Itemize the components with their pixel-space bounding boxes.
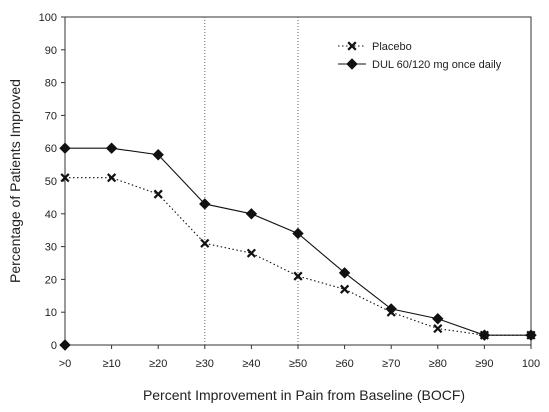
y-tick-label: 80 — [45, 78, 57, 90]
x-marker-stroke — [246, 248, 256, 258]
y-tick-label: 20 — [45, 274, 57, 286]
x-tick-label: ≥30 — [196, 358, 214, 370]
legend-label: Placebo — [372, 41, 412, 53]
series-layer — [59, 142, 537, 351]
y-tick-label: 30 — [45, 242, 57, 254]
data-point — [478, 329, 491, 341]
data-point — [246, 248, 256, 258]
data-point — [340, 284, 350, 294]
y-tick-label: 10 — [45, 307, 57, 319]
data-point — [245, 208, 258, 220]
legend-item-1: DUL 60/120 mg once daily — [338, 58, 502, 71]
reference-lines — [204, 17, 299, 345]
data-point — [433, 324, 443, 334]
x-axis-ticks: >0 ≥10 ≥20 ≥30 ≥40 ≥50 ≥60 ≥70 ≥80 ≥90 100 — [59, 345, 540, 370]
y-tick-label: 40 — [45, 209, 57, 221]
y-tick-label: 50 — [45, 176, 57, 188]
legend-marker — [346, 58, 358, 70]
data-point — [199, 198, 211, 210]
y-tick-label: 70 — [45, 110, 57, 122]
x-tick-label: ≥70 — [382, 358, 400, 370]
x-tick-label: >0 — [59, 358, 72, 370]
data-point — [153, 189, 163, 199]
extra-data-point — [59, 339, 71, 351]
legend-item-0: Placebo — [338, 41, 412, 53]
x-tick-label: ≥80 — [429, 358, 447, 370]
legend: Placebo DUL 60/120 mg once daily — [338, 41, 502, 71]
y-tick-label: 100 — [39, 12, 57, 24]
data-point — [385, 303, 397, 315]
data-point — [59, 142, 71, 154]
y-axis-ticks: 0 10 20 30 40 50 60 70 80 90 100 — [39, 12, 65, 352]
data-point — [152, 149, 164, 161]
data-point — [105, 142, 118, 154]
data-point — [293, 271, 303, 281]
x-tick-label: ≥90 — [475, 358, 493, 370]
data-point — [338, 267, 351, 279]
x-tick-label: 100 — [522, 358, 540, 370]
x-marker-stroke — [107, 173, 117, 183]
x-axis-title: Percent Improvement in Pain from Baselin… — [143, 387, 465, 403]
x-marker-stroke — [340, 284, 350, 294]
y-tick-label: 90 — [45, 45, 57, 57]
x-tick-label: ≥40 — [242, 358, 260, 370]
x-marker-stroke — [60, 173, 70, 183]
x-marker-stroke — [293, 271, 303, 281]
x-tick-label: ≥50 — [289, 358, 307, 370]
legend-marker — [347, 41, 357, 51]
data-point — [107, 173, 117, 183]
series-line — [65, 177, 531, 336]
legend-label: DUL 60/120 mg once daily — [372, 59, 502, 71]
x-marker-stroke — [433, 324, 443, 334]
x-marker-stroke — [200, 238, 210, 248]
data-point — [60, 173, 70, 183]
x-tick-label: ≥20 — [149, 358, 167, 370]
series-1 — [59, 142, 537, 341]
data-point — [200, 238, 210, 248]
x-tick-label: ≥60 — [335, 358, 353, 370]
y-tick-label: 60 — [45, 143, 57, 155]
x-tick-label: ≥10 — [102, 358, 120, 370]
y-axis-title: Percentage of Patients Improved — [7, 79, 23, 283]
data-point — [525, 329, 537, 341]
y-tick-label: 0 — [51, 340, 57, 352]
data-point — [432, 313, 444, 325]
x-marker-stroke — [153, 189, 163, 199]
x-marker-stroke — [347, 41, 357, 51]
data-point — [292, 227, 304, 240]
